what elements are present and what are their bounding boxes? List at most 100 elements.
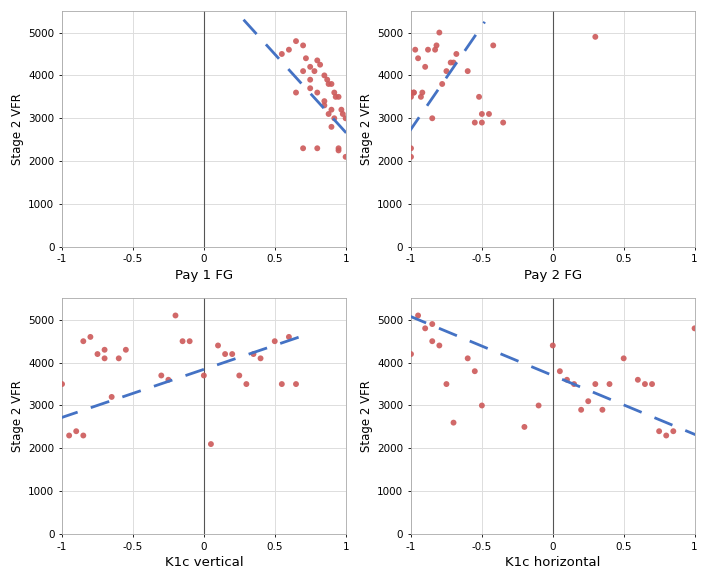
Point (328, 114, 340, 123)
Point (325, 105, 337, 114)
Point (533, 401, 545, 410)
Point (668, 426, 679, 436)
Point (321, 75, 333, 84)
Point (219, 349, 230, 358)
Point (311, 56, 323, 65)
Point (99, 354, 111, 363)
Point (406, 92, 417, 101)
Point (408, 88, 420, 97)
X-axis label: K1c horizontal: K1c horizontal (505, 556, 601, 569)
Point (413, 53, 424, 63)
Point (85, 332, 96, 342)
Point (498, 118, 509, 127)
Point (406, 88, 417, 97)
Point (212, 341, 223, 350)
Point (318, 71, 330, 80)
Point (297, 41, 308, 50)
Point (314, 60, 325, 70)
Point (647, 379, 658, 389)
Y-axis label: Stage 2 VFR: Stage 2 VFR (11, 93, 24, 165)
Point (233, 371, 245, 380)
Point (290, 37, 301, 46)
Point (163, 375, 174, 385)
Point (337, 110, 348, 119)
Point (406, 152, 417, 161)
Point (474, 92, 485, 101)
Point (445, 58, 457, 67)
Point (476, 110, 488, 119)
Point (330, 92, 341, 101)
X-axis label: Pay 1 FG: Pay 1 FG (175, 269, 233, 282)
Point (448, 58, 459, 67)
Point (519, 422, 530, 432)
Point (308, 67, 320, 76)
Point (476, 118, 488, 127)
Point (170, 311, 182, 320)
Point (427, 320, 438, 329)
Point (290, 88, 301, 97)
Point (583, 397, 594, 406)
Point (276, 49, 287, 59)
Point (462, 354, 474, 363)
Point (415, 92, 427, 101)
Point (177, 336, 189, 346)
Point (333, 144, 344, 153)
Point (434, 28, 445, 37)
Point (318, 101, 330, 110)
Point (113, 354, 125, 363)
Point (434, 341, 445, 350)
Point (431, 41, 442, 50)
Point (99, 345, 111, 354)
Point (205, 440, 216, 449)
Point (576, 405, 587, 415)
Point (590, 32, 601, 41)
Point (78, 431, 89, 440)
Point (417, 88, 428, 97)
Point (618, 354, 630, 363)
Point (448, 418, 459, 427)
Point (297, 144, 308, 153)
Point (121, 345, 132, 354)
Point (420, 324, 431, 333)
Point (71, 426, 82, 436)
Point (333, 146, 344, 155)
Point (590, 379, 601, 389)
Point (297, 67, 308, 76)
Point (437, 79, 448, 89)
Point (488, 41, 499, 50)
Point (333, 92, 344, 101)
Point (689, 324, 700, 333)
Point (340, 114, 351, 123)
Point (269, 336, 280, 346)
Point (469, 367, 481, 376)
Point (318, 96, 330, 106)
Point (325, 79, 337, 89)
Point (554, 367, 566, 376)
Point (462, 67, 474, 76)
Point (441, 67, 452, 76)
Point (604, 379, 615, 389)
Point (420, 62, 431, 71)
Point (247, 349, 259, 358)
X-axis label: Pay 2 FG: Pay 2 FG (524, 269, 582, 282)
Point (597, 405, 608, 415)
Point (410, 45, 421, 55)
Point (106, 392, 118, 401)
Point (323, 110, 334, 119)
Point (408, 88, 420, 97)
Point (156, 371, 167, 380)
Point (451, 49, 462, 59)
Point (484, 110, 495, 119)
Point (469, 118, 481, 127)
Point (328, 88, 340, 97)
Point (654, 426, 665, 436)
Y-axis label: Stage 2 VFR: Stage 2 VFR (360, 93, 373, 165)
Point (57, 379, 68, 389)
Point (427, 336, 438, 346)
Point (427, 114, 438, 123)
Y-axis label: Stage 2 VFR: Stage 2 VFR (360, 380, 373, 452)
Point (92, 349, 104, 358)
Point (547, 341, 559, 350)
Point (184, 336, 195, 346)
Point (290, 379, 301, 389)
